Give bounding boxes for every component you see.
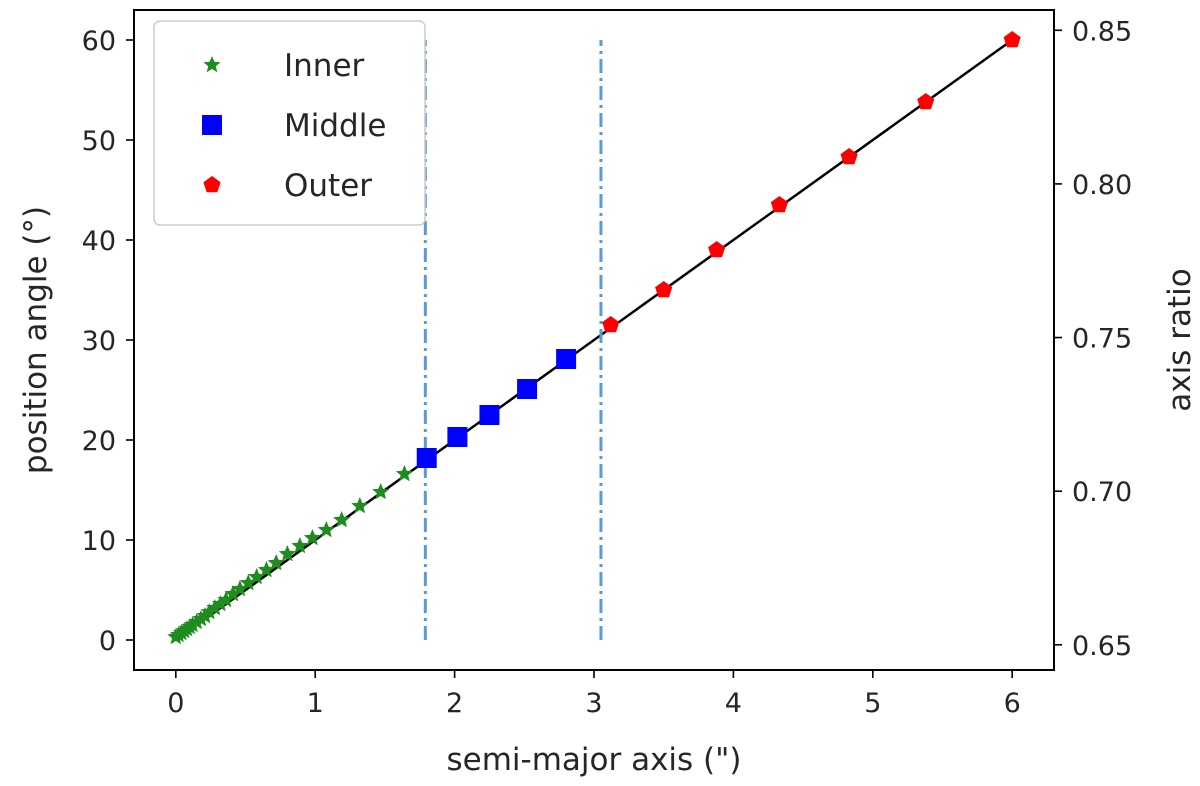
legend-marker-inner [203, 56, 221, 73]
inner-point [395, 465, 413, 482]
outer-point [1003, 31, 1021, 48]
inner-point [291, 537, 309, 554]
inner-point [257, 561, 275, 578]
y2-tick-label: 0.75 [1072, 324, 1132, 355]
x-tick-label: 0 [167, 688, 184, 719]
inner-point [303, 529, 321, 546]
inner-point [248, 568, 266, 585]
x-tick-label: 2 [446, 688, 463, 719]
inner-point [372, 483, 390, 500]
legend-label-inner: Inner [284, 48, 365, 84]
outer-point [708, 241, 726, 258]
inner-point [184, 616, 202, 633]
x-tick-label: 4 [725, 688, 742, 719]
y-axis-title: position angle (°) [18, 206, 54, 474]
y2-tick-label: 0.80 [1072, 170, 1132, 201]
y2-tick-label: 0.70 [1072, 477, 1132, 508]
y2-tick-label: 0.65 [1072, 631, 1132, 662]
inner-point [351, 497, 369, 514]
legend: Inner Middle Outer [153, 20, 426, 226]
y-tick-label: 60 [82, 26, 116, 57]
outer-point [840, 148, 858, 165]
legend-label-middle: Middle [284, 108, 386, 144]
y-tick-label: 0 [99, 626, 116, 657]
outer-point [770, 196, 788, 213]
inner-point [278, 545, 296, 562]
inner-point [188, 613, 206, 630]
inner-point [267, 554, 285, 571]
y2-axis-title: axis ratio [1162, 268, 1198, 411]
inner-point [224, 585, 242, 602]
legend-label-outer: Outer [284, 168, 372, 204]
middle-point [416, 448, 437, 468]
legend-marker-middle [202, 115, 222, 135]
x-tick-label: 5 [864, 688, 881, 719]
y-tick-label: 40 [82, 226, 116, 257]
y-tick-label: 50 [82, 126, 116, 157]
y2-tick-label: 0.85 [1072, 16, 1132, 47]
y-tick-label: 20 [82, 426, 116, 457]
inner-point [206, 599, 224, 616]
inner-point [192, 610, 210, 627]
inner-point [333, 511, 351, 528]
x-tick-label: 3 [585, 688, 602, 719]
x-tick-label: 6 [1004, 688, 1021, 719]
middle-point [479, 405, 500, 425]
x-axis-title: semi-major axis (") [447, 742, 742, 778]
inner-point [239, 574, 257, 591]
inner-point [217, 591, 235, 608]
inner-point [200, 603, 218, 620]
inner-point [317, 521, 335, 538]
outer-point [602, 316, 620, 333]
x-tick-label: 1 [307, 688, 324, 719]
middle-point [556, 349, 577, 369]
inner-point [231, 580, 249, 597]
outer-point [655, 281, 673, 298]
inner-point [211, 595, 229, 612]
legend-frame [153, 20, 426, 226]
legend-marker-outer [203, 176, 221, 193]
middle-point [517, 379, 538, 399]
y-tick-label: 30 [82, 326, 116, 357]
outer-point [917, 93, 935, 110]
middle-point [447, 427, 468, 447]
y-tick-label: 10 [82, 526, 116, 557]
